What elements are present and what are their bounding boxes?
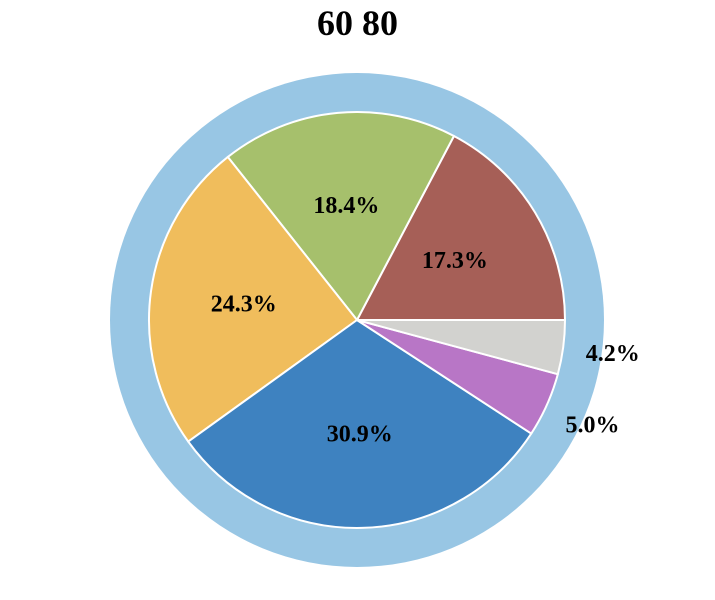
- chart-title: 60 80: [317, 3, 398, 43]
- pie-slice-label-1: 18.4%: [313, 193, 379, 219]
- pie-slice-label-4: 5.0%: [566, 412, 620, 438]
- pie-slice-1: [226, 111, 455, 321]
- pie-slice-5: [356, 319, 566, 376]
- pie-slice-label-0: 17.3%: [422, 248, 488, 274]
- pie-slice-2: [148, 155, 358, 443]
- pie-slice-label-3: 30.9%: [327, 421, 393, 447]
- pie-slice-label-2: 24.3%: [211, 291, 277, 317]
- pie-labels: 17.3% 18.4% 24.3% 30.9% 5.0% 4.2%: [211, 193, 640, 447]
- pie-slices: [148, 111, 566, 529]
- pie-slice-0: [356, 134, 566, 321]
- pie-slice-label-5: 4.2%: [586, 341, 640, 367]
- pie-slice-3: [187, 319, 533, 529]
